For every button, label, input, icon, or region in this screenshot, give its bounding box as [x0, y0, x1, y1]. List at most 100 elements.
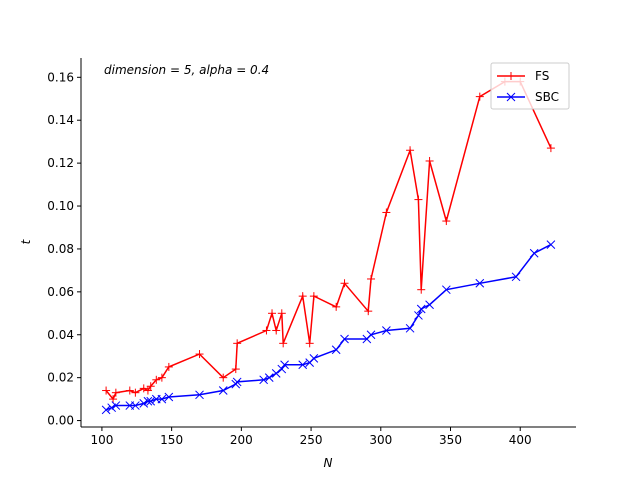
data-point-sbc [340, 334, 349, 344]
y-tick-label: 0.02 [47, 371, 74, 385]
data-point-sbc [529, 248, 539, 258]
data-point-sbc [232, 377, 242, 387]
marker-sbc [511, 272, 521, 282]
x-tick-label: 100 [90, 433, 113, 447]
data-point-fs [340, 279, 349, 288]
x-axis-label: N [324, 456, 333, 470]
marker-sbc [331, 345, 341, 355]
data-point-fs [233, 339, 242, 348]
legend-label-sbc: SBC [535, 90, 559, 104]
marker-sbc [107, 403, 117, 413]
marker-sbc [231, 379, 241, 389]
data-point-fs [111, 388, 120, 397]
marker-sbc [309, 353, 319, 363]
data-point-fs [277, 309, 286, 318]
y-tick-label: 0.04 [47, 328, 74, 342]
data-point-fs [143, 386, 152, 395]
marker-sbc [416, 304, 426, 314]
data-point-sbc [143, 396, 153, 406]
series-line-fs [105, 80, 552, 401]
data-point-sbc [111, 401, 121, 410]
chart-annotation: dimension = 5, alpha = 0.4 [104, 63, 269, 77]
marker-sbc [232, 377, 242, 387]
marker-sbc [164, 392, 174, 402]
marker-sbc [280, 360, 289, 370]
data-point-fs [125, 386, 134, 395]
series-fs [102, 77, 555, 404]
marker-sbc [264, 373, 274, 383]
marker-sbc [546, 240, 556, 249]
data-point-fs [139, 384, 148, 393]
data-point-sbc [382, 326, 391, 335]
marker-sbc [218, 386, 228, 395]
y-axis-label: t [19, 238, 33, 244]
data-point-fs [364, 307, 373, 316]
data-point-fs [414, 195, 423, 204]
data-point-sbc [146, 396, 156, 406]
marker-sbc [195, 390, 204, 400]
marker-sbc [146, 396, 156, 406]
y-tick-label: 0.10 [47, 199, 74, 213]
data-point-fs [309, 292, 318, 301]
data-point-sbc [195, 390, 204, 400]
marker-sbc [111, 401, 121, 410]
data-point-fs [231, 365, 240, 374]
data-point-fs [146, 382, 155, 391]
data-point-sbc [405, 323, 415, 333]
data-point-fs [102, 386, 111, 395]
data-point-sbc [131, 401, 140, 410]
data-point-fs [367, 274, 376, 283]
data-point-fs [268, 309, 277, 318]
legend-label-fs: FS [535, 69, 549, 83]
data-point-sbc [425, 300, 434, 310]
data-point-fs [164, 362, 173, 371]
y-tick-label: 0.00 [47, 414, 74, 428]
data-point-fs [406, 146, 415, 155]
data-point-sbc [164, 392, 174, 402]
data-point-sbc [157, 394, 167, 404]
data-point-sbc [414, 311, 423, 320]
data-point-sbc [416, 304, 426, 314]
data-point-fs [475, 92, 484, 101]
x-tick-label: 250 [300, 433, 323, 447]
marker-sbc [414, 311, 423, 320]
legend-marker-sbc [506, 92, 516, 102]
data-point-fs [219, 373, 228, 382]
data-point-sbc [475, 278, 485, 288]
data-point-fs [305, 339, 314, 348]
marker-sbc [425, 300, 434, 310]
data-point-fs [546, 144, 555, 153]
data-point-sbc [366, 330, 376, 340]
marker-sbc [441, 285, 451, 295]
data-point-sbc [441, 285, 451, 295]
legend: FS SBC [490, 62, 570, 110]
x-tick-label: 150 [160, 433, 183, 447]
data-point-fs [279, 339, 288, 348]
data-point-sbc [546, 240, 556, 249]
marker-sbc [405, 323, 415, 333]
series-line-sbc [105, 243, 552, 411]
marker-sbc [382, 326, 391, 335]
series-sbc [101, 240, 556, 415]
data-point-fs [382, 208, 391, 217]
x-tick-label: 350 [439, 433, 462, 447]
y-tick-label: 0.08 [47, 242, 74, 256]
marker-sbc [259, 375, 269, 385]
y-tick-label: 0.14 [47, 113, 74, 127]
data-point-sbc [331, 345, 341, 355]
series-layer [101, 77, 556, 415]
marker-sbc [101, 405, 111, 415]
marker-sbc [366, 330, 376, 340]
data-point-sbc [309, 353, 319, 363]
x-tick-label: 200 [230, 433, 253, 447]
marker-sbc [340, 334, 349, 344]
data-point-sbc [259, 375, 269, 385]
data-point-sbc [277, 364, 287, 374]
data-point-sbc [101, 405, 111, 415]
y-tick-label: 0.12 [47, 156, 74, 170]
marker-sbc [277, 364, 287, 374]
marker-sbc [475, 278, 485, 288]
data-point-fs [332, 302, 341, 311]
data-point-sbc [298, 360, 308, 370]
